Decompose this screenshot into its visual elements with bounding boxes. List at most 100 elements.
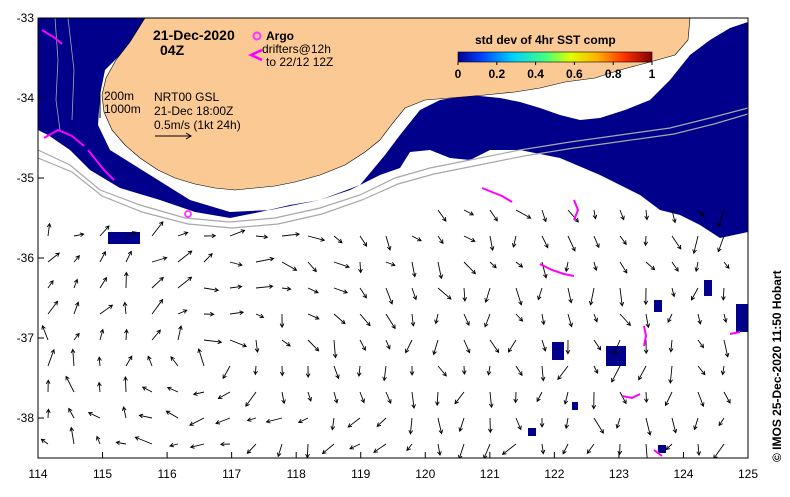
- current-vector: [99, 225, 110, 237]
- drifter-track: [643, 325, 648, 347]
- current-vector: [321, 443, 335, 455]
- current-vector: [486, 365, 492, 376]
- current-vector: [593, 365, 599, 375]
- current-vector: [665, 443, 673, 451]
- current-vector: [615, 417, 621, 429]
- current-vector: [540, 443, 546, 455]
- x-tick-label: 118: [287, 467, 306, 481]
- current-vector: [513, 391, 519, 404]
- current-vector: [99, 276, 107, 289]
- current-vector: [333, 287, 349, 294]
- current-vector: [385, 287, 394, 305]
- current-vector: [458, 417, 465, 433]
- current-vector: [667, 313, 673, 323]
- current-vector: [541, 339, 547, 352]
- current-vector: [515, 287, 523, 306]
- argo-float-marker: [184, 210, 192, 218]
- current-vector: [359, 391, 365, 404]
- plot-frame: [37, 17, 749, 459]
- depth-label-200m: 200m: [104, 89, 134, 103]
- current-vector: [165, 410, 179, 419]
- current-vector: [385, 235, 392, 251]
- current-vector: [73, 255, 80, 263]
- current-vector: [411, 391, 416, 409]
- current-vector: [619, 261, 628, 274]
- x-tick-label: 124: [673, 467, 693, 481]
- current-vector: [463, 261, 477, 275]
- current-vector: [203, 287, 220, 293]
- current-vector: [567, 235, 576, 252]
- current-vector: [536, 391, 543, 403]
- current-vector: [307, 313, 320, 320]
- current-vector: [484, 313, 491, 328]
- current-vector: [645, 313, 651, 329]
- drifter-track: [653, 449, 663, 457]
- current-vector: [723, 339, 730, 358]
- current-vector: [222, 365, 231, 380]
- current-vector: [385, 339, 391, 350]
- current-vector: [463, 209, 475, 216]
- current-vector: [203, 233, 217, 239]
- current-vector: [97, 356, 102, 367]
- isobath-200m: [38, 107, 748, 223]
- current-vector: [671, 287, 676, 298]
- current-vector: [463, 313, 470, 326]
- current-vector: [151, 256, 168, 263]
- current-vector: [45, 408, 51, 419]
- current-vector: [693, 417, 699, 431]
- current-vector: [307, 235, 326, 242]
- current-vector: [333, 313, 346, 325]
- current-vector: [229, 310, 245, 315]
- current-vector: [489, 235, 495, 252]
- current-vector: [645, 261, 656, 271]
- current-vector: [613, 339, 621, 356]
- current-vector: [376, 417, 387, 427]
- current-vector: [46, 222, 52, 237]
- current-vector: [567, 209, 579, 223]
- current-vectors: [40, 209, 731, 458]
- current-vector: [73, 301, 80, 315]
- current-vector: [489, 261, 497, 269]
- current-vector: [487, 417, 493, 434]
- current-vector: [151, 298, 164, 315]
- current-vector: [333, 261, 350, 269]
- current-vector: [245, 391, 257, 407]
- x-tick-label: 121: [480, 467, 500, 481]
- current-vector: [557, 365, 569, 381]
- isobath-1000m: [38, 113, 748, 229]
- current-vector: [359, 313, 371, 327]
- current-vector: [515, 365, 523, 377]
- colorbar: [457, 51, 653, 63]
- y-tick-label: -33: [17, 11, 35, 25]
- current-vector: [203, 253, 213, 263]
- current-vector: [671, 417, 678, 434]
- y-tick-label: -35: [17, 171, 35, 185]
- current-vector: [307, 287, 319, 294]
- current-vector: [215, 417, 231, 425]
- current-vector: [411, 261, 417, 278]
- gsl-line2: 21-Dec 18:00Z: [154, 104, 233, 118]
- current-vector: [593, 417, 604, 434]
- current-vector: [197, 348, 205, 367]
- current-vector: [255, 284, 274, 289]
- current-vector: [507, 339, 517, 353]
- current-vector: [385, 391, 392, 405]
- current-vector: [539, 417, 545, 428]
- current-vector: [567, 287, 573, 304]
- current-vector: [122, 406, 127, 419]
- current-vector: [382, 365, 387, 382]
- y-tick-label: -36: [17, 251, 35, 265]
- current-vector: [73, 278, 79, 289]
- current-vector: [462, 287, 468, 302]
- time-title: 04Z: [160, 42, 185, 58]
- current-vector: [279, 365, 285, 377]
- current-vector: [124, 328, 129, 341]
- gsl-line1: NRT00 GSL: [154, 90, 219, 104]
- current-vector: [697, 391, 705, 408]
- current-vector: [408, 417, 414, 435]
- current-vector: [177, 231, 189, 237]
- current-vector: [69, 426, 75, 445]
- current-vector: [330, 417, 336, 431]
- current-vector: [489, 339, 500, 354]
- current-vector: [405, 339, 413, 354]
